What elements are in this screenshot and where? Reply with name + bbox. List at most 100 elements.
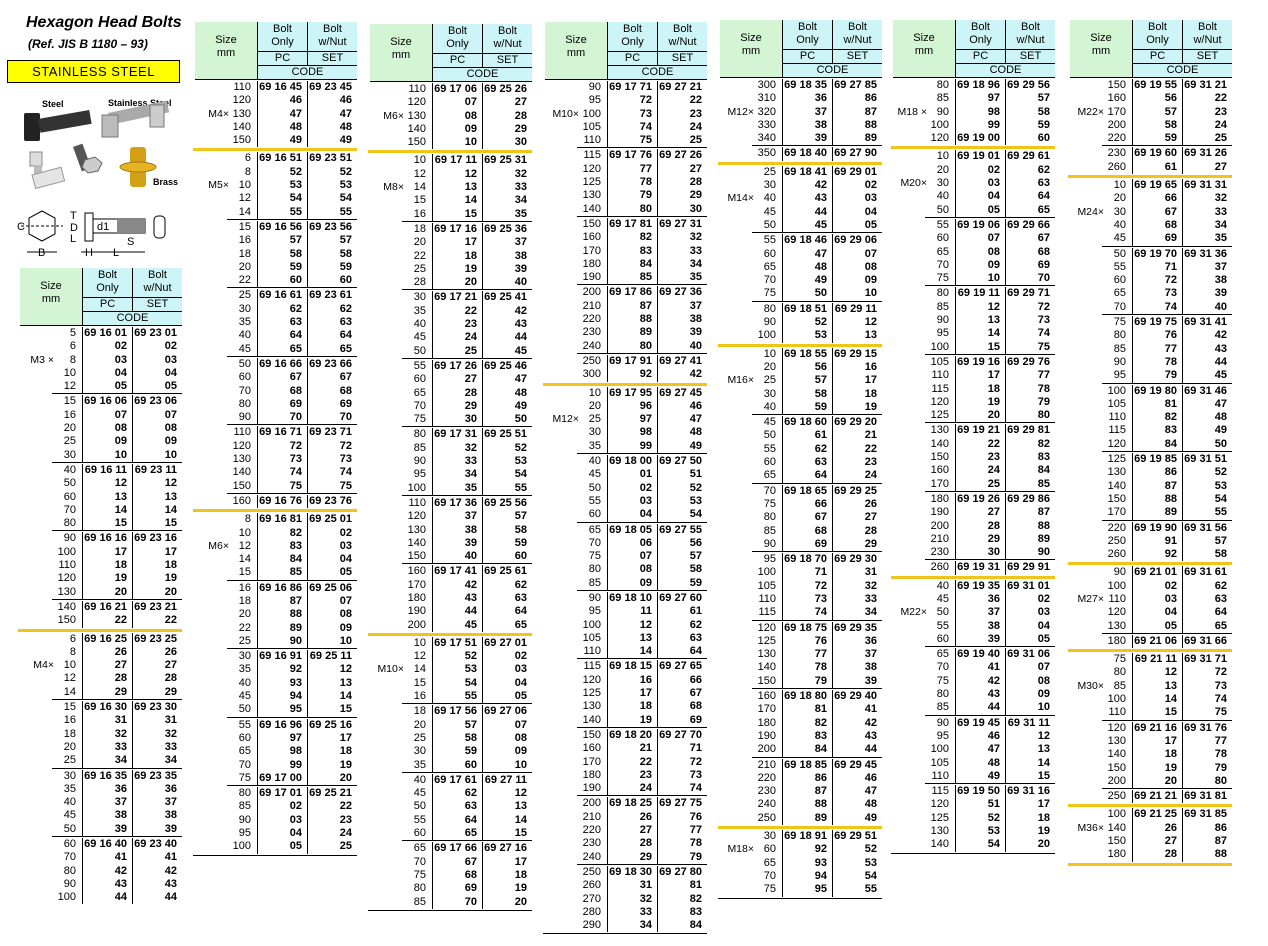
bolt-with-nut-code: 10 (307, 634, 357, 649)
bolt-only-code: 69 18 20 (607, 728, 657, 743)
table-row: 40 04 64 (893, 190, 1055, 204)
thread-label (720, 206, 754, 219)
bolt-only-code: 69 21 16 (1132, 721, 1182, 735)
size-group: 250 69 17 91 69 27 41 300 92 42 (545, 354, 707, 383)
thread-label (20, 851, 54, 864)
length-cell: 120 (1107, 721, 1126, 734)
bolt-with-nut-code: 69 27 41 (657, 354, 707, 369)
bolt-with-nut-code: 75 (1182, 706, 1232, 720)
thread-label (370, 468, 404, 481)
bolt-only-code: 41 (955, 661, 1005, 675)
bolt-with-nut-code: 14 (482, 813, 532, 828)
thread-label (1070, 219, 1104, 232)
thread-label (893, 190, 927, 203)
table-row: 12 05 05 (20, 380, 182, 394)
size-group: 210 69 18 85 69 29 45 220 86 46 230 87 47 240 88 48… (720, 758, 882, 826)
thread-label (195, 787, 229, 800)
bolt-with-nut-code: 69 27 06 (482, 705, 532, 719)
bolt-only-code: 20 (432, 276, 482, 290)
bolt-only-code: 69 18 41 (782, 165, 832, 180)
thread-label (720, 361, 754, 374)
thread-label (20, 728, 54, 741)
bolt-only-code: 69 16 16 (82, 532, 132, 546)
thread-label (720, 675, 754, 688)
length-cell: 105 (930, 355, 949, 368)
bolt-only-code: 34 (607, 919, 657, 933)
bolt-with-nut-code: 69 27 36 (657, 286, 707, 300)
length-cell: 12 (413, 167, 426, 180)
table-row: 240 29 79 (545, 850, 707, 864)
length-cell: 170 (582, 244, 601, 257)
thread-label (893, 620, 927, 633)
bolt-with-nut-code: 42 (132, 864, 182, 878)
bolt-with-nut-code: 69 25 61 (482, 565, 532, 579)
size-group: 10 69 17 95 69 27 45 20 96 46 M12× 25 97 47 30 98 48… (545, 386, 707, 455)
bolt-only-code: 61 (1132, 160, 1182, 175)
bolt-with-nut-code: 13 (482, 800, 532, 814)
table-row: 110 49 15 (893, 769, 1055, 784)
bolt-with-nut-code: 58 (482, 523, 532, 537)
bolt-with-nut-code: 54 (307, 192, 357, 206)
thread-label (195, 426, 229, 439)
table-row: 8 52 52 (195, 165, 357, 180)
thread-label (720, 759, 754, 772)
length-cell: 65 (238, 745, 251, 758)
bolt-only-code: 69 17 86 (607, 286, 657, 300)
bolt-photos-image (24, 100, 170, 190)
length-cell: 300 (757, 79, 776, 91)
length-cell: 65 (413, 842, 426, 855)
bolt-only-code: 20 (955, 409, 1005, 423)
bolt-only-code: 16 (607, 673, 657, 688)
table-row: 60 13 13 (20, 490, 182, 504)
size-group: 90 69 16 16 69 23 16 100 17 17 110 18 18 120 19 19 1… (20, 531, 182, 601)
bolt-only-code: 58 (257, 247, 307, 261)
length-cell: 110 (58, 559, 76, 572)
thread-label (893, 493, 927, 506)
length-cell: 40 (936, 190, 949, 203)
bolt-with-nut-code: 69 31 36 (1182, 247, 1232, 261)
length-cell: 105 (757, 579, 776, 592)
bolt-only-code: 69 21 25 (1132, 808, 1182, 822)
bolt-with-nut-code: 69 27 11 (482, 773, 532, 788)
table-row: 150 75 75 (195, 479, 357, 493)
table-row: 12 54 54 (195, 192, 357, 206)
length-cell: 220 (582, 313, 601, 326)
bolt-only-code: 11 (607, 605, 657, 619)
table-row: 55 69 16 96 69 25 16 (195, 718, 357, 732)
table-row: 80 43 09 (893, 688, 1055, 702)
table-row: 70 99 19 (195, 758, 357, 772)
table-row: 160 21 71 (545, 742, 707, 756)
thread-label (20, 517, 54, 530)
size-group: 150 69 18 20 69 27 70 160 21 71 170 22 72 180 23 73… (545, 728, 707, 797)
table-row: 40 69 17 61 69 27 11 (370, 773, 532, 788)
dim-l-head: L (70, 233, 76, 245)
thread-label (195, 371, 229, 384)
bolt-with-nut-header: Bolt w/Nut (482, 24, 532, 53)
thread-label (893, 717, 927, 730)
thread-label (545, 203, 579, 216)
table-row: 6 02 02 (20, 340, 182, 354)
thread-label (545, 906, 579, 919)
thread-label (1070, 329, 1104, 342)
bolt-only-code: 22 (955, 437, 1005, 452)
table-row: 140 22 82 (893, 437, 1055, 452)
bolt-only-code: 80 (607, 202, 657, 216)
table-body: 110 69 16 45 69 23 45 120 46 46 M4× 130 47 47 140 4… (193, 80, 357, 856)
thread-label (545, 577, 579, 590)
length-cell: 75 (936, 674, 949, 687)
length-cell: 115 (931, 785, 949, 798)
bolt-only-code: 95 (257, 703, 307, 717)
table-row: 70 09 69 (893, 258, 1055, 273)
with-nut-label: w/Nut (843, 34, 872, 46)
bolt-only-code: 69 19 35 (955, 579, 1005, 593)
bolt-only-code: 33 (607, 905, 657, 920)
bolt-only-code: 82 (257, 526, 307, 540)
thread-label (545, 524, 579, 537)
thread-label (545, 387, 579, 400)
length-cell: 150 (407, 550, 426, 563)
bolt-only-code: 19 (607, 713, 657, 727)
bolt-with-nut-code: 49 (832, 811, 882, 826)
table-row: 10 69 19 65 69 31 31 (1070, 179, 1232, 193)
table-row: 200 28 88 (893, 519, 1055, 533)
length-cell: 90 (936, 716, 949, 729)
